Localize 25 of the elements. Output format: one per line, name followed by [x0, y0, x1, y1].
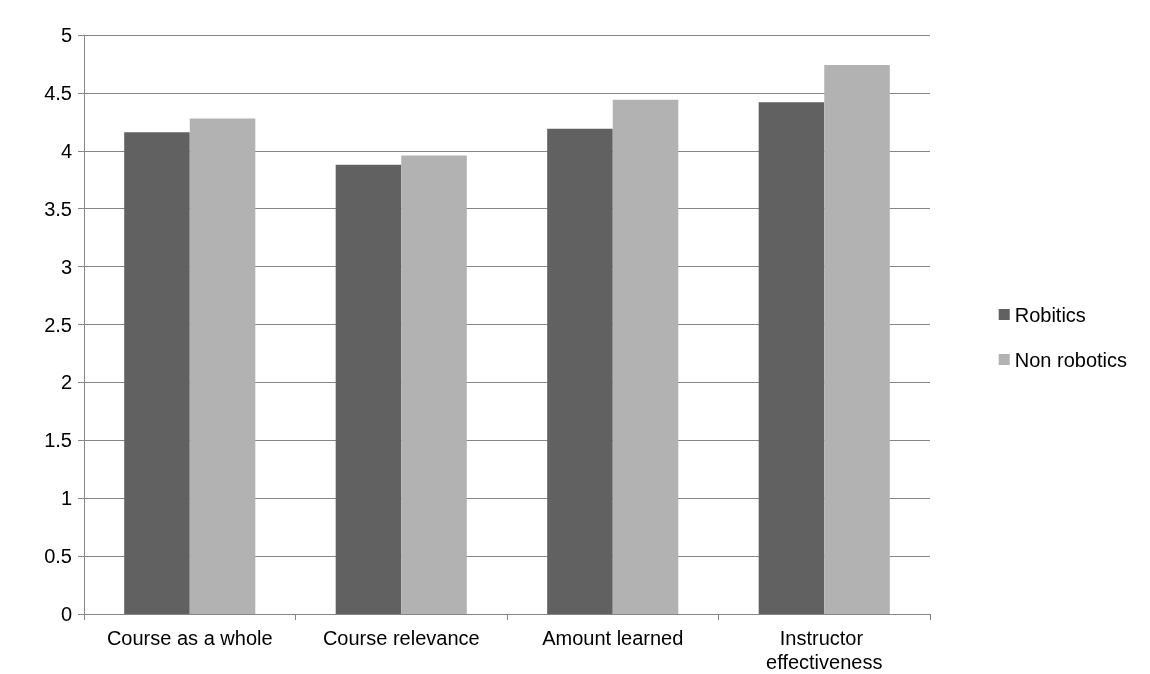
bar [612, 99, 679, 614]
bar [824, 65, 890, 614]
x-tick-label: Course as a whole [106, 627, 273, 649]
y-tick-label: 2 [60, 371, 72, 394]
x-tick-label: Instructor effectiveness [766, 627, 883, 673]
y-tick-label: 2.5 [44, 313, 72, 336]
legend-label: Robitics [1014, 303, 1086, 326]
y-tick-label: 5 [60, 24, 72, 46]
y-tick-label: 3.5 [44, 197, 72, 220]
bar [758, 102, 825, 614]
y-tick-label: 0 [60, 603, 72, 625]
y-tick-label: 0.5 [44, 545, 72, 568]
bar [189, 118, 256, 614]
y-tick-label: 1.5 [44, 429, 72, 452]
bar [124, 132, 190, 614]
legend-label: Non robotics [1014, 348, 1128, 371]
y-tick-label: 4.5 [44, 81, 72, 104]
x-tick-label: Course relevance [322, 627, 480, 649]
bar [547, 128, 613, 614]
x-tick-label: Amount learned [542, 627, 684, 649]
bar [401, 155, 467, 614]
bar [335, 164, 402, 614]
y-tick-label: 1 [60, 487, 72, 510]
y-tick-label: 3 [60, 255, 72, 278]
y-tick-label: 4 [60, 139, 72, 162]
